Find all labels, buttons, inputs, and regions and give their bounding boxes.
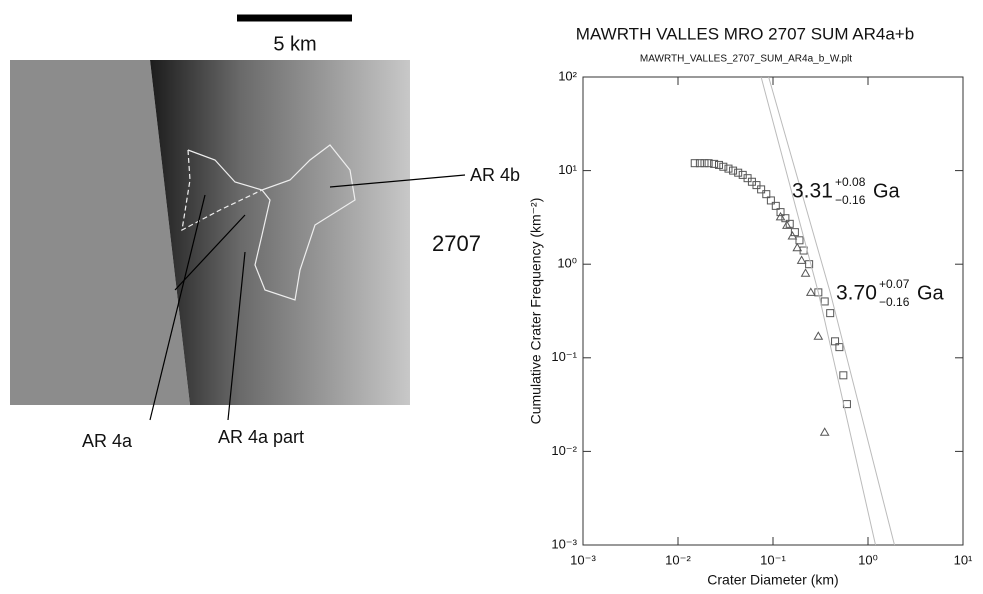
x-tick-label: 10⁻³ — [570, 552, 596, 567]
data-point — [700, 159, 709, 168]
data-point — [762, 190, 771, 199]
leader-line — [227, 251, 246, 421]
terrain-right — [150, 60, 410, 405]
age-minus: −0.16 — [879, 295, 910, 309]
data-point — [819, 427, 830, 436]
data-point — [782, 220, 792, 229]
outline-ar4a — [181, 149, 263, 232]
data-point — [695, 159, 704, 168]
age-label: 3.70 — [836, 282, 877, 305]
y-tick-label: 10⁻¹ — [551, 349, 577, 364]
image-panel: 5 km AR 4b 2707 AR 4a AR 4a part — [10, 14, 520, 451]
x-tick-label: 10⁻² — [665, 552, 691, 567]
plot-frame — [582, 76, 964, 546]
image-id: 2707 — [432, 231, 481, 256]
data-point — [690, 159, 699, 168]
data-point — [734, 168, 743, 177]
outline-ar4b — [187, 144, 356, 301]
data-point — [710, 159, 719, 168]
data-point — [805, 287, 816, 296]
y-tick-label: 10² — [558, 68, 577, 83]
data-point — [729, 166, 738, 175]
data-point — [839, 371, 848, 380]
leader-line — [149, 194, 206, 421]
region-label: AR 4b — [470, 165, 520, 185]
data-point — [771, 201, 780, 210]
data-point — [800, 268, 811, 277]
data-point — [704, 159, 713, 168]
data-point — [831, 337, 840, 346]
data-point — [826, 309, 835, 318]
leader-line — [329, 174, 466, 188]
data-point — [820, 297, 829, 306]
data-point — [719, 162, 728, 171]
chart: MAWRTH VALLES MRO 2707 SUM AR4a+b MAWRTH… — [528, 24, 973, 587]
x-tick-label: 10⁻¹ — [760, 552, 786, 567]
x-tick-label: 10⁰ — [858, 552, 878, 567]
data-point — [835, 343, 844, 352]
data-point — [724, 164, 733, 173]
terrain-left — [10, 60, 190, 405]
y-tick-label: 10⁰ — [557, 256, 577, 271]
region-label: AR 4a — [82, 431, 133, 451]
y-tick-label: 10⁻² — [551, 443, 577, 458]
data-point — [776, 208, 785, 217]
age-plus: +0.08 — [835, 175, 866, 189]
isochron — [760, 76, 877, 546]
data-point — [775, 211, 786, 221]
chart-title: MAWRTH VALLES MRO 2707 SUM AR4a+b — [576, 24, 914, 43]
data-point — [752, 181, 761, 190]
data-point — [757, 185, 766, 194]
data-point — [792, 242, 803, 252]
y-axis-label: Cumulative Crater Frequency (km⁻²) — [528, 198, 544, 425]
data-point — [813, 331, 824, 340]
data-point — [796, 255, 807, 264]
data-point — [787, 231, 798, 240]
data-point — [805, 260, 814, 269]
data-point — [766, 196, 775, 205]
y-tick-label: 10⁻³ — [551, 536, 577, 551]
data-point — [781, 214, 790, 223]
leader-line — [174, 214, 246, 291]
scale-label: 5 km — [273, 33, 316, 55]
x-tick-label: 10¹ — [954, 552, 973, 567]
age-plus: +0.07 — [879, 277, 910, 291]
data-point — [814, 288, 823, 297]
age-minus: −0.16 — [835, 193, 866, 207]
age-label: 3.31 — [792, 180, 833, 203]
isochron — [768, 76, 895, 546]
data-point — [795, 236, 804, 245]
region-label: AR 4a part — [218, 427, 304, 447]
age-unit: Ga — [873, 180, 901, 202]
chart-subtitle: MAWRTH_VALLES_2707_SUM_AR4a_b_W.plt — [640, 54, 852, 65]
age-unit: Ga — [917, 282, 945, 304]
data-point — [714, 160, 723, 169]
x-axis-label: Crater Diameter (km) — [707, 572, 838, 588]
y-tick-label: 10¹ — [558, 162, 577, 177]
